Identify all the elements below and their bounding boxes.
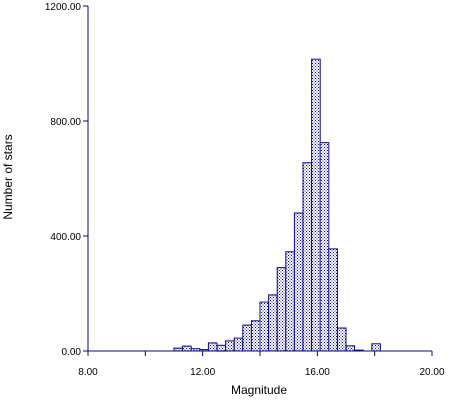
histogram-bar — [225, 340, 235, 352]
x-tick-label: 16.00 — [305, 367, 330, 378]
y-tick-label: 800.00 — [50, 117, 81, 128]
histogram-bar — [371, 343, 381, 352]
histogram-bar — [233, 337, 244, 352]
histogram-bar — [328, 248, 338, 352]
histogram-bar — [276, 267, 287, 352]
histogram-bars — [173, 58, 381, 352]
histogram-bar — [268, 294, 278, 352]
histogram-bar — [285, 251, 295, 352]
histogram-bar — [259, 301, 270, 352]
x-axis-title: Magnitude — [231, 383, 287, 397]
histogram-bar — [207, 342, 218, 352]
x-tick-label: 20.00 — [419, 367, 444, 378]
histogram-bar — [336, 327, 347, 352]
histogram-bar — [345, 345, 356, 352]
x-tick-label: 8.00 — [78, 367, 98, 378]
histogram-bar — [302, 162, 313, 352]
histogram-bar — [319, 142, 330, 352]
histogram-bar — [242, 324, 252, 352]
histogram-bar — [216, 344, 227, 352]
histogram-bar — [311, 58, 321, 352]
y-tick-label: 0.00 — [62, 347, 82, 358]
histogram-bar — [293, 212, 304, 352]
axes — [87, 6, 432, 352]
y-axis-ticks: 0.00 400.00 800.00 1200.00 — [45, 2, 88, 358]
y-tick-label: 400.00 — [50, 232, 81, 243]
y-tick-label: 1200.00 — [45, 2, 82, 13]
histogram-bar — [250, 320, 261, 352]
y-axis-title: Number of stars — [1, 134, 15, 219]
histogram-bar — [182, 345, 192, 352]
x-tick-label: 12.00 — [190, 367, 215, 378]
x-axis-ticks: 8.00 12.00 16.00 20.00 — [78, 351, 445, 378]
